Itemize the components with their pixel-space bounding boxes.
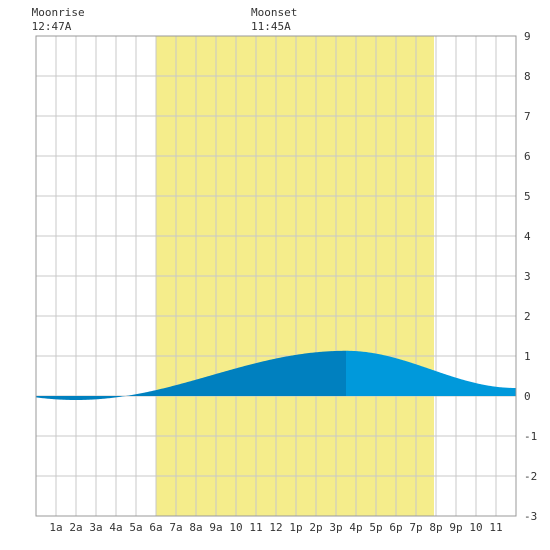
- grid: [36, 36, 516, 516]
- x-tick-label: 3p: [329, 521, 342, 534]
- x-tick-label: 1p: [289, 521, 302, 534]
- plot-border: [35, 35, 517, 517]
- x-tick-label: 5a: [129, 521, 142, 534]
- y-tick-label: 6: [524, 150, 531, 163]
- x-tick-label: 11: [489, 521, 502, 534]
- x-tick-label: 9p: [449, 521, 462, 534]
- y-tick-label: 1: [524, 350, 531, 363]
- tide-area-after-high: [346, 350, 516, 396]
- y-tick-label: 2: [524, 310, 531, 323]
- x-tick-label: 10: [469, 521, 482, 534]
- y-tick-label: 4: [524, 230, 531, 243]
- y-tick-label: 0: [524, 390, 531, 403]
- x-tick-label: 10: [229, 521, 242, 534]
- y-tick-label: 7: [524, 110, 531, 123]
- x-tick-label: 2p: [309, 521, 322, 534]
- y-tick-label: 3: [524, 270, 531, 283]
- x-tick-label: 1a: [49, 521, 62, 534]
- annotation-time: 12:47A: [32, 20, 72, 33]
- y-tick-label: 8: [524, 70, 531, 83]
- annotation-label: Moonrise: [32, 6, 85, 19]
- y-tick-label: -2: [524, 470, 537, 483]
- y-tick-label: 9: [524, 30, 531, 43]
- x-tick-label: 6p: [389, 521, 402, 534]
- x-tick-label: 7p: [409, 521, 422, 534]
- x-tick-label: 11: [249, 521, 262, 534]
- y-tick-label: -1: [524, 430, 537, 443]
- x-tick-labels: 1a 2a 3a 4a 5a 6a 7a 8a 9a 10 11 12 1p 2p 3p 4p 5p 6p 7p 8p…: [49, 521, 502, 534]
- y-tick-label: -3: [524, 510, 537, 523]
- x-tick-label: 2a: [69, 521, 82, 534]
- annotation-time: 11:45A: [251, 20, 291, 33]
- x-tick-label: 7a: [169, 521, 182, 534]
- x-tick-label: 5p: [369, 521, 382, 534]
- x-tick-label: 3a: [89, 521, 102, 534]
- y-tick-labels: -3 -2 -1 0 1 2 3 4 5 6 7 8 9: [524, 30, 537, 523]
- y-tick-label: 5: [524, 190, 531, 203]
- x-tick-label: 9a: [209, 521, 222, 534]
- x-tick-label: 8a: [189, 521, 202, 534]
- tide-area-before-high: [36, 350, 346, 400]
- x-tick-label: 4a: [109, 521, 122, 534]
- annotation-label: Moonset: [251, 6, 297, 19]
- x-tick-label: 8p: [429, 521, 442, 534]
- x-tick-label: 4p: [349, 521, 362, 534]
- x-tick-label: 6a: [149, 521, 162, 534]
- x-tick-label: 12: [269, 521, 282, 534]
